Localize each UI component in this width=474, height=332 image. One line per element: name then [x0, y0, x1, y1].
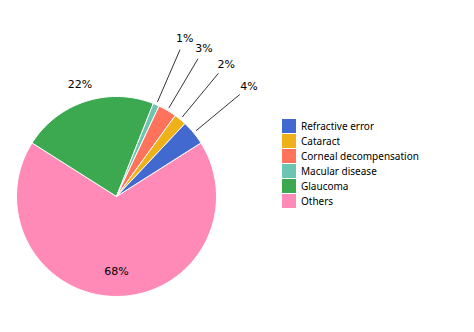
html-text:Refractive error: Refractive error [301, 118, 374, 133]
html-text:Others: Others [301, 193, 334, 208]
html-text:Cataract: Cataract [301, 133, 341, 148]
svg-text:68%: 68% [104, 265, 128, 278]
svg-text:3%: 3% [195, 42, 212, 55]
svg-text:1%: 1% [176, 32, 193, 45]
svg-text:4%: 4% [240, 80, 257, 93]
svg-text:2%: 2% [217, 57, 234, 70]
html-text:Macular disease: Macular disease [301, 163, 377, 178]
html-text:Glaucoma: Glaucoma [301, 178, 349, 193]
svg-text:22%: 22% [68, 78, 92, 91]
html-text:Corneal decompensation: Corneal decompensation [301, 148, 419, 163]
